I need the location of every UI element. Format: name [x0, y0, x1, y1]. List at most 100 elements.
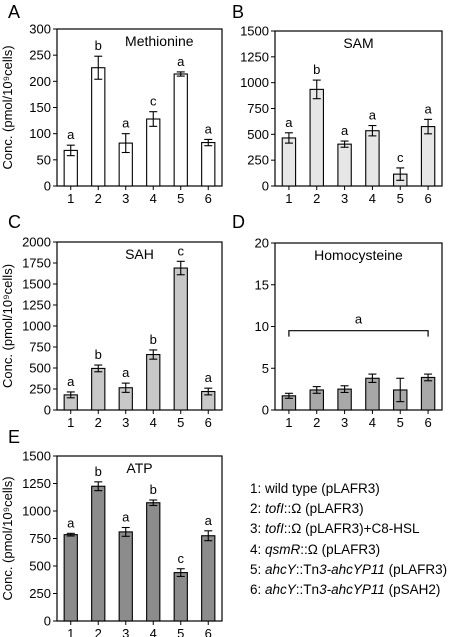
significance-letter: a [285, 115, 293, 130]
panel-title: ATP [126, 460, 152, 476]
significance-letter: a [424, 101, 432, 116]
significance-letter: b [150, 482, 157, 497]
y-tick-label: 100 [29, 126, 51, 141]
legend-text: tofI [261, 501, 284, 517]
significance-letter: c [178, 243, 185, 258]
significance-letter: c [397, 150, 404, 165]
significance-letter: b [313, 62, 320, 77]
x-tick-label: 2 [313, 415, 320, 430]
bar-1 [281, 137, 297, 187]
x-tick-label: 3 [122, 415, 129, 430]
x-tick-label: 4 [150, 415, 157, 430]
x-tick-label: 6 [205, 626, 212, 637]
significance-letter: a [205, 121, 213, 136]
y-tick-label: 1500 [240, 24, 269, 39]
plot-frame [56, 455, 223, 622]
legend-item-4: 4: qsmR::Ω (pLAFR3) [250, 540, 447, 560]
panel-title: SAH [125, 246, 154, 262]
bar-5 [173, 73, 188, 187]
significance-letter: b [150, 332, 157, 347]
legend-text: qsmR [261, 541, 301, 557]
y-tick-label: 10 [255, 319, 269, 334]
significance-letter: a [67, 374, 75, 389]
x-tick-label: 5 [177, 191, 184, 206]
panel-c: C 0 250 500 750 1000 1250 1500 1750 2000 Conc. (pm… [0, 212, 223, 430]
y-tick-label: 1750 [22, 256, 51, 271]
legend-text: (pLAFR3) [384, 561, 448, 577]
significance-letter: b [95, 464, 102, 479]
panel-title: Methionine [125, 33, 194, 49]
legend-text: 3-ahcYP11 [319, 582, 385, 598]
bar-6 [201, 535, 216, 622]
panel-letter: E [8, 427, 20, 447]
y-tick-label: 5 [262, 361, 269, 376]
y-tick-label: 50 [37, 152, 51, 167]
bar-5 [173, 572, 188, 622]
x-tick-label: 5 [397, 191, 404, 206]
bar-2 [91, 67, 106, 187]
panel-d: D 0 5 10 15 20 Homocysteine 1 2 3 4 5 6 a [232, 212, 443, 430]
strain-legend: 1: wild type (pLAFR3)2: tofI::Ω (pLAFR3)… [250, 479, 447, 600]
significance-letter: b [95, 347, 102, 362]
x-tick-label: 6 [205, 415, 212, 430]
panel-letter: C [8, 212, 21, 232]
y-tick-label: 1500 [22, 277, 51, 292]
panel-b: B 0 250 500 750 1000 1250 1500 SAM a 1 b 2 a 3 a 4 c 5 a 6 [232, 2, 443, 206]
legend-text: ::Ω (pLAFR3)+C8-HSL [283, 521, 420, 537]
panel-e: E 0 250 500 750 1000 1250 1500 Conc. (pmol/10⁹ce… [0, 427, 223, 637]
legend-item-1: 1: wild type (pLAFR3) [250, 479, 447, 499]
significance-letter: a [122, 510, 130, 525]
x-tick-label: 4 [369, 415, 376, 430]
bar-2 [309, 88, 324, 187]
bar-6 [420, 126, 436, 187]
x-tick-label: 1 [285, 191, 292, 206]
bar-5 [173, 267, 188, 411]
bar-4 [146, 118, 161, 187]
bar-6 [201, 142, 216, 187]
y-tick-label: 1250 [240, 49, 269, 64]
y-tick-label: 1000 [22, 504, 51, 519]
x-tick-label: 1 [67, 626, 74, 637]
legend-text: ::Ω (pLAFR3) [283, 501, 364, 517]
legend-item-3: 3: tofI::Ω (pLAFR3)+C8-HSL [250, 519, 447, 539]
y-tick-label: 250 [247, 153, 269, 168]
y-tick-label: 500 [29, 559, 51, 574]
panel-letter: B [232, 2, 244, 22]
y-tick-label: 750 [247, 101, 269, 116]
x-tick-label: 3 [341, 191, 348, 206]
y-tick-label: 0 [44, 614, 51, 629]
x-tick-label: 1 [285, 415, 292, 430]
significance-letter: b [95, 38, 102, 53]
x-tick-label: 1 [67, 191, 74, 206]
y-tick-label: 150 [29, 100, 51, 115]
legend-text: tofI [261, 521, 284, 537]
legend-item-5: 5: ahcY::Tn3-ahcYP11 (pLAFR3) [250, 560, 447, 580]
legend-number: 2: [250, 501, 262, 517]
legend-text: ::Ω (pLAFR3) [300, 541, 381, 557]
y-tick-label: 750 [29, 340, 51, 355]
x-tick-label: 4 [369, 191, 376, 206]
significance-letter: a [369, 108, 377, 123]
legend-number: 6: [250, 582, 262, 598]
plot-frame [274, 30, 443, 187]
legend-item-6: 6: ahcY::Tn3-ahcYP11 (pSAH2) [250, 580, 447, 600]
significance-letter: c [150, 94, 157, 109]
x-tick-label: 1 [67, 415, 74, 430]
x-tick-label: 6 [424, 415, 431, 430]
x-tick-label: 4 [150, 191, 157, 206]
y-axis-label: Conc. (pmol/10⁹cells) [0, 264, 15, 388]
x-tick-label: 4 [150, 626, 157, 637]
significance-letter: a [205, 370, 213, 385]
significance-letter: a [341, 123, 349, 138]
y-tick-label: 1250 [22, 476, 51, 491]
y-tick-label: 2000 [22, 235, 51, 250]
legend-text: ahcY [261, 561, 296, 577]
y-tick-label: 0 [262, 179, 269, 194]
x-tick-label: 3 [122, 626, 129, 637]
y-tick-label: 0 [44, 403, 51, 418]
bar-3 [118, 531, 133, 622]
y-tick-label: 1000 [240, 75, 269, 90]
bar-2 [91, 367, 106, 411]
significance-letter: a [122, 365, 130, 380]
